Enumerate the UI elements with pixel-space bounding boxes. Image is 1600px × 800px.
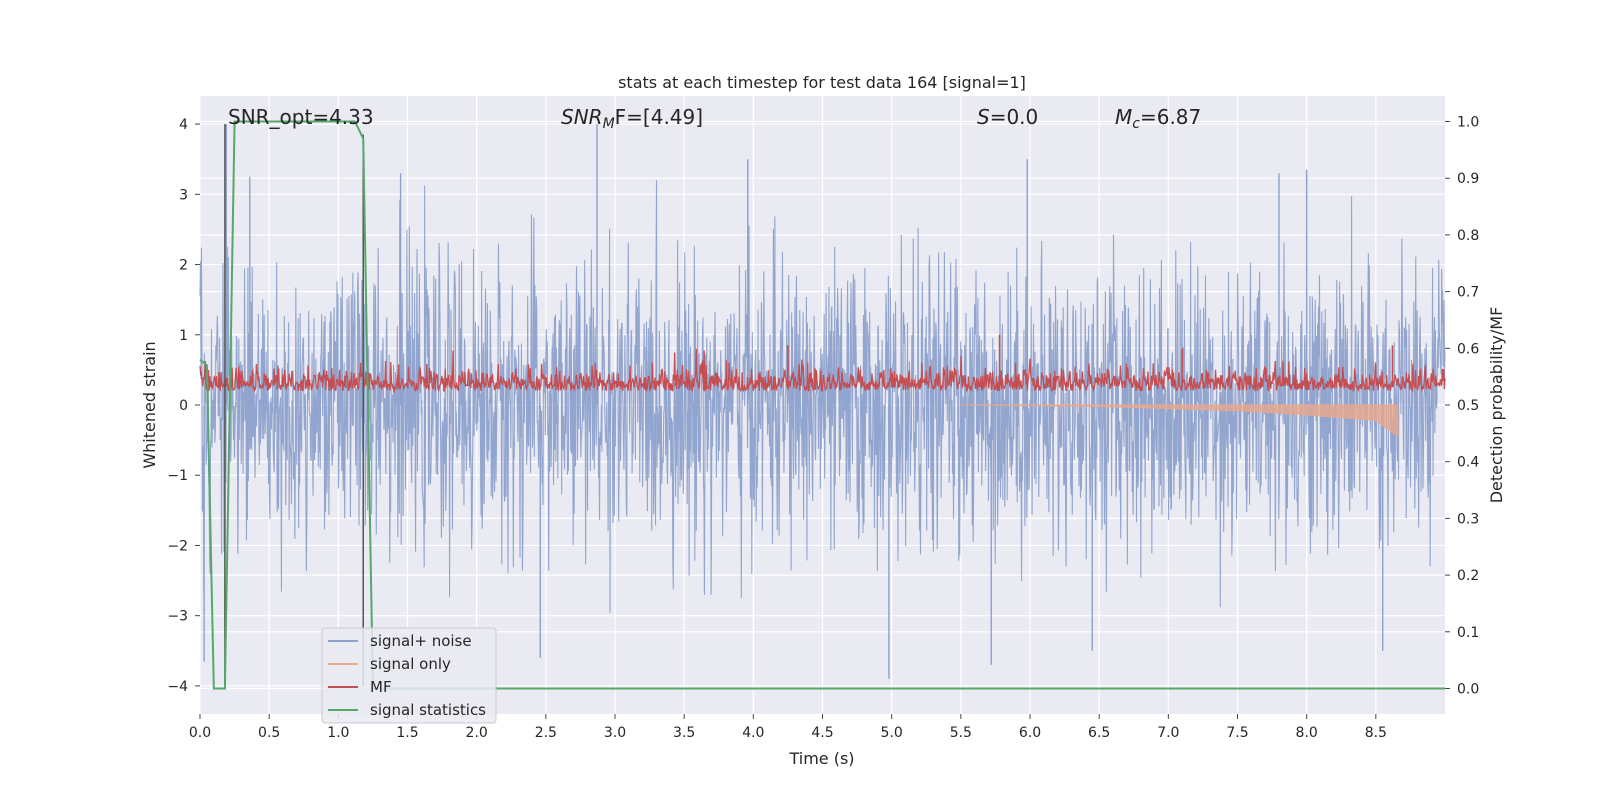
x-tick-label: 7.0 [1157,725,1179,741]
y-tick-label: −1 [167,468,188,484]
x-tick-label: 8.0 [1296,725,1318,741]
legend-box [321,627,497,724]
y2-tick-label: 0.0 [1457,681,1479,697]
x-tick-label: 2.5 [535,725,557,741]
annotation-snr-opt: SNR_opt=4.33 [228,105,374,129]
y2-tick-label: 0.6 [1457,341,1479,357]
annotation-mc-sub: c [1132,116,1140,132]
legend-label-signal-statistics: signal statistics [370,701,486,719]
x-tick-label: 1.0 [327,725,349,741]
y-axis-label: Whitened strain [140,341,159,468]
legend-label-signal-only: signal only [370,655,451,673]
legend-label-mf: MF [370,678,392,696]
x-tick-label: 8.5 [1365,725,1387,741]
annotation-snr-mf-sub: M [603,116,615,132]
series-signal-noise [199,180,1446,614]
annotation-s-rest: =0.0 [990,105,1039,129]
y-tick-label: −4 [167,679,188,695]
x-tick-label: 7.5 [1226,725,1248,741]
y2-axis-label: Detection probability/MF [1487,307,1506,504]
x-tick-label: 5.0 [881,725,903,741]
y2-tick-label: 0.7 [1457,285,1479,301]
y-tick-label: 3 [179,187,188,203]
axis-ticks: 0.0 0.5 1.0 1.5 2.0 2.5 3.0 3.5 4.0 4.5 5.0 5.5 6.0 6… [167,115,1479,741]
y2-tick-label: 1.0 [1457,115,1479,131]
y2-tick-label: 0.1 [1457,625,1479,641]
x-axis-label: Time (s) [788,749,854,768]
annotation-mc-rest: =6.87 [1140,105,1201,129]
x-tick-label: 6.0 [1019,725,1041,741]
x-tick-label: 3.0 [604,725,626,741]
annotation-snr-mf-rest: F=[4.49] [615,105,703,129]
y-tick-label: 1 [179,328,188,344]
legend-label-signal-noise: signal+ noise [370,632,472,650]
y-tick-label: 4 [179,117,188,133]
y-tick-label: −2 [167,538,188,554]
x-tick-label: 2.0 [466,725,488,741]
series-mf [199,348,1446,394]
y2-tick-label: 0.8 [1457,228,1479,244]
annotation-s: S=0.0 [977,105,1038,129]
x-tick-label: 4.5 [811,725,833,741]
x-tick-label: 1.5 [396,725,418,741]
annotation-mc: Mc=6.87 [1115,105,1201,132]
x-tick-label: 0.5 [258,725,280,741]
y-tick-label: 0 [179,398,188,414]
series-signal-only [960,404,1399,438]
x-tick-label: 5.5 [950,725,972,741]
annotation-s-base: S [977,105,990,129]
x-tick-label: 6.5 [1088,725,1110,741]
annotation-snr-mf: SNRMF=[4.49] [561,105,703,132]
annotation-mc-base: M [1115,105,1132,129]
x-tick-label: 4.0 [742,725,764,741]
y2-tick-label: 0.3 [1457,511,1479,527]
y2-tick-label: 0.2 [1457,568,1479,584]
legend: signal+ noise signal only MF signal stat… [321,627,497,724]
y-tick-label: −3 [167,609,188,625]
y2-tick-label: 0.9 [1457,171,1479,187]
chart-title: stats at each timestep for test data 164… [618,73,1026,92]
x-tick-label: 3.5 [673,725,695,741]
annotation-group: SNR_opt=4.33 SNRMF=[4.49] S=0.0 Mc=6.87 [228,105,1201,132]
x-tick-label: 0.0 [189,725,211,741]
annotation-snr-mf-base: SNR [561,105,603,129]
y2-tick-label: 0.4 [1457,455,1479,471]
y2-tick-label: 0.5 [1457,398,1479,414]
y-tick-label: 2 [179,258,188,274]
